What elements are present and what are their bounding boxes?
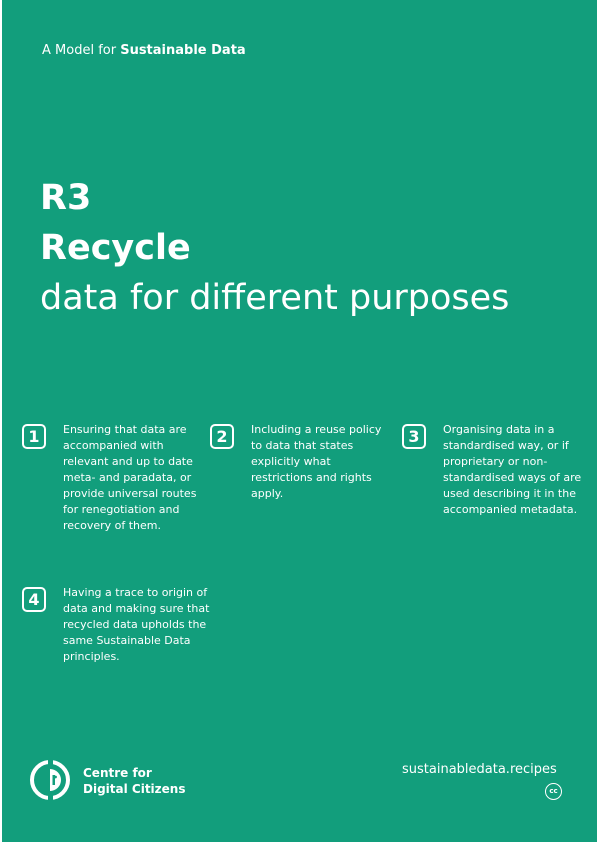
point-text: Ensuring that data are accompanied with … [63,423,197,532]
principle-title: Recycle [40,228,191,268]
point-number-badge: 3 [402,424,426,449]
point-text: Having a trace to origin of data and mak… [63,586,210,663]
centre-for-digital-citizens-logo-icon [30,760,70,800]
site-url: sustainabledata.recipes [402,762,557,777]
point-text: Including a reuse policy to data that st… [251,423,382,500]
creative-commons-icon: cc [545,783,562,800]
point-number-badge: 1 [22,424,46,449]
org-name: Centre for Digital Citizens [83,766,186,796]
principle-subtitle: data for different purposes [40,278,510,318]
point-number-badge: 2 [210,424,234,449]
principle-code: R3 [40,178,92,218]
kicker: A Model for Sustainable Data [42,43,246,59]
kicker-prefix: A Model for [42,43,121,58]
kicker-bold: Sustainable Data [120,43,246,58]
point-text: Organising data in a standardised way, o… [443,423,582,516]
point-number-badge: 4 [22,587,46,612]
